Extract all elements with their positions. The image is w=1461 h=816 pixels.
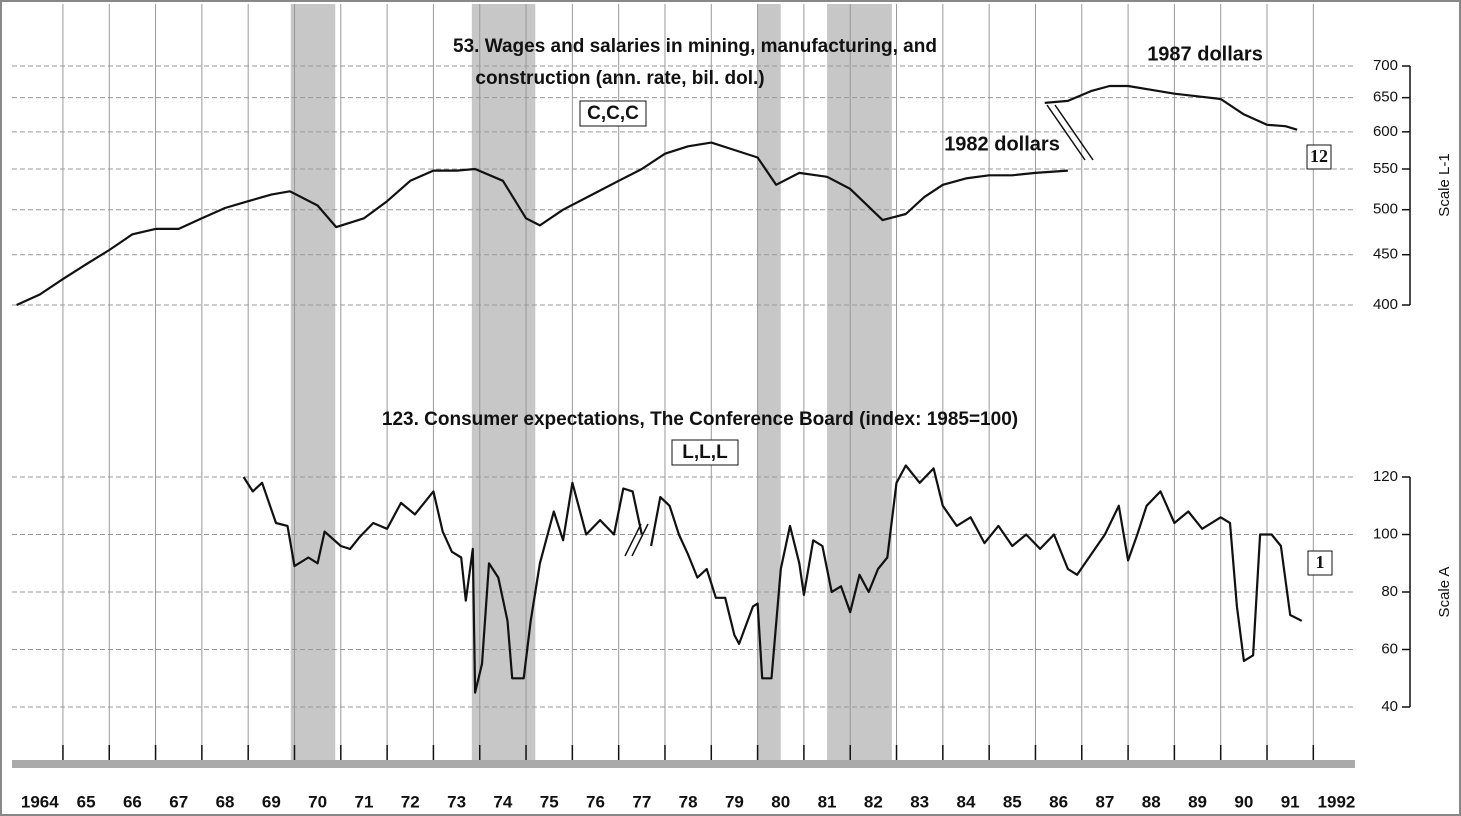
x-tick-label: 77 xyxy=(632,792,651,811)
y-tick-label: 100 xyxy=(1373,525,1398,542)
x-tick-label: 85 xyxy=(1003,792,1022,811)
axis-label: Scale A xyxy=(1436,567,1453,618)
badge: 1 xyxy=(1316,552,1325,572)
x-tick-label: 79 xyxy=(725,792,744,811)
x-tick-label: 89 xyxy=(1188,792,1207,811)
x-tick-label: 88 xyxy=(1142,792,1161,811)
x-tick-label: 78 xyxy=(679,792,698,811)
x-tick-label: 69 xyxy=(262,792,281,811)
code-label: C,C,C xyxy=(587,103,639,124)
badge-box xyxy=(1307,550,1333,576)
x-tick-label: 66 xyxy=(123,792,142,811)
y-tick-label: 500 xyxy=(1373,201,1398,218)
y-tick-label: 600 xyxy=(1373,123,1398,140)
y-tick-label: 650 xyxy=(1373,89,1398,106)
recession-band xyxy=(827,4,892,760)
x-tick-label: 68 xyxy=(216,792,235,811)
grid-layer: 400 450 500 550 600 650 700 40 60 80 100 120 1964 65 6… xyxy=(12,4,1411,811)
x-tick-label: 90 xyxy=(1234,792,1253,811)
break-mark xyxy=(624,104,1094,557)
series-line xyxy=(1044,84,1298,131)
title-line: 53. Wages and salaries in mining, manufa… xyxy=(453,36,937,57)
series-label: 1987 dollars xyxy=(1147,43,1263,65)
x-tick-label: 82 xyxy=(864,792,883,811)
title-line: construction (ann. rate, bil. dol.) xyxy=(475,68,764,89)
x-tick-label: 81 xyxy=(818,792,837,811)
y-tick-label: 400 xyxy=(1373,296,1398,313)
x-tick-label: 1964 xyxy=(21,792,59,811)
x-tick-label: 86 xyxy=(1049,792,1068,811)
badge-box xyxy=(1306,144,1332,170)
recession-layer xyxy=(290,4,892,760)
x-tick-label: 87 xyxy=(1095,792,1114,811)
x-tick-label: 70 xyxy=(308,792,327,811)
x-tick-label: 76 xyxy=(586,792,605,811)
code-label: L,L,L xyxy=(682,442,728,463)
series-label: 1982 dollars xyxy=(944,133,1060,155)
series-line xyxy=(650,464,1303,680)
x-tick-label: 84 xyxy=(957,792,976,811)
y-tick-label: 120 xyxy=(1373,468,1398,485)
code-box xyxy=(579,100,647,127)
y-tick-label: 80 xyxy=(1381,583,1398,600)
x-tick-label: 71 xyxy=(354,792,373,811)
recession-band xyxy=(471,4,536,760)
x-tick-label: 65 xyxy=(77,792,96,811)
recession-band xyxy=(290,4,336,760)
series-line xyxy=(242,476,643,694)
y-tick-label: 450 xyxy=(1373,246,1398,263)
x-tick-label: 73 xyxy=(447,792,466,811)
x-tick-label: 75 xyxy=(540,792,559,811)
y-tick-label: 60 xyxy=(1381,640,1398,657)
recession-band xyxy=(757,4,781,760)
x-tick-label: 72 xyxy=(401,792,420,811)
x-tick-label: 80 xyxy=(771,792,790,811)
x-tick-label: 91 xyxy=(1281,792,1300,811)
x-tick-label: 67 xyxy=(169,792,188,811)
title-line: 123. Consumer expectations, The Conferen… xyxy=(382,409,1018,430)
axis-label: Scale L-1 xyxy=(1436,153,1453,216)
badge: 12 xyxy=(1310,146,1328,166)
y-tick-label: 40 xyxy=(1381,698,1398,715)
y-tick-label: 550 xyxy=(1373,160,1398,177)
line-layer: 1982 dollars 1987 dollars xyxy=(16,43,1303,694)
series-line xyxy=(16,141,1068,307)
code-box xyxy=(671,439,739,466)
x-tick-label: 83 xyxy=(910,792,929,811)
x-axis-band xyxy=(12,760,1355,768)
y-tick-label: 700 xyxy=(1373,57,1398,74)
x-tick-label: 74 xyxy=(493,792,512,811)
x-tick-label: 1992 xyxy=(1318,792,1356,811)
